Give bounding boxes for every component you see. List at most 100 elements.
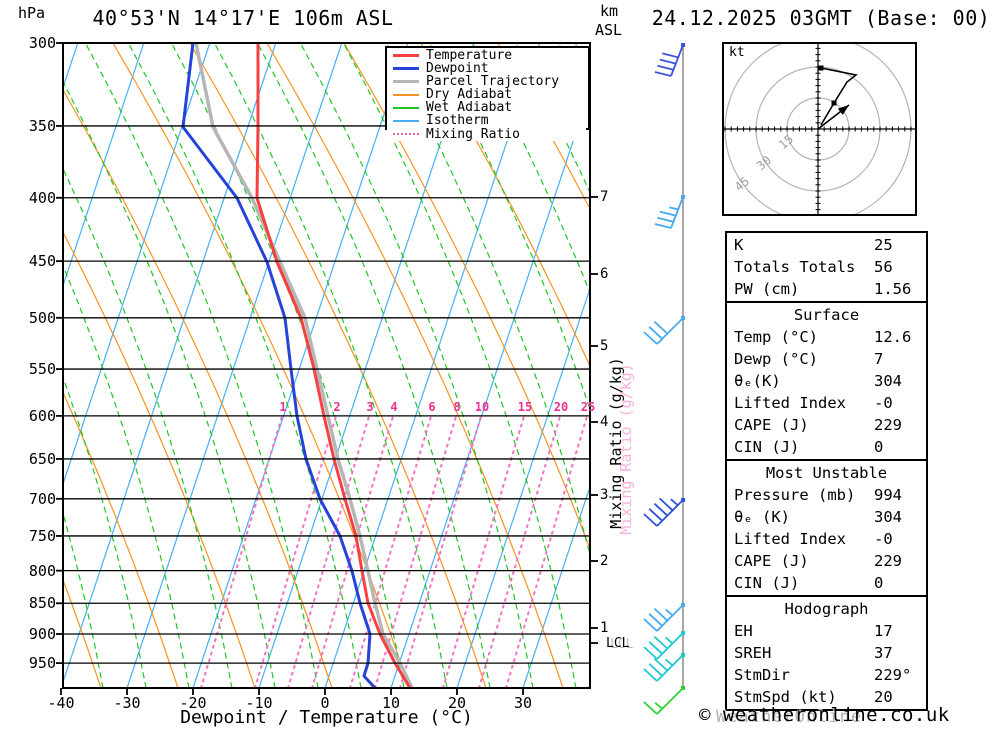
legend-swatch — [393, 80, 419, 83]
mixing-ratio-value-label: 2 — [333, 400, 341, 414]
wind-barb — [643, 604, 684, 632]
table-row: Temp (°C) 12.6 — [734, 328, 912, 346]
table-row: θₑ (K) 304 — [734, 508, 902, 526]
wind-barb-column — [643, 43, 685, 715]
km-tick-label: 4 — [600, 414, 609, 430]
copyright-text: © weatheronline.co.uk — [699, 704, 950, 726]
mixing-ratio-value-label: 6 — [428, 400, 436, 414]
wind-level-dot — [681, 316, 685, 320]
table-row: Lifted Index -0 — [734, 530, 893, 548]
temperature-tick-label: -30 — [113, 694, 141, 712]
legend-swatch — [393, 106, 419, 109]
wind-barb — [654, 196, 684, 229]
pressure-tick-label: 500 — [28, 308, 56, 327]
wind-barb — [643, 632, 684, 660]
hodograph-border — [722, 42, 917, 216]
km-tick-label: 1 — [600, 620, 609, 636]
pressure-tick-label: 650 — [28, 449, 56, 468]
temperature-tick-label: 30 — [513, 694, 533, 712]
indices-section-surface: Surface Temp (°C) 12.6 Dewp (°C) 7 θₑ(K) 30… — [727, 301, 926, 459]
wind-level-dot — [681, 603, 685, 607]
wind-barb — [643, 317, 684, 345]
lcl-label: LCL — [606, 636, 630, 651]
hodograph-trace-marker — [831, 100, 837, 106]
wind-barb — [643, 497, 684, 527]
table-row: CAPE (J) 229 — [734, 552, 902, 570]
temperature-tick-label: 20 — [447, 694, 467, 712]
table-row: StmSpd (kt) 20 — [734, 688, 893, 706]
table-row: PW (cm) 1.56 — [734, 280, 912, 298]
km-axis-unit: km — [600, 2, 619, 20]
legend-item-label: Parcel Trajectory — [426, 74, 560, 89]
pressure-tick-label: 850 — [28, 594, 56, 613]
legend-item-wet-adiabat: Wet Adiabat — [387, 101, 588, 114]
pressure-tick-label: 900 — [28, 625, 56, 644]
pressure-tick-label: 950 — [28, 654, 56, 673]
legend-item-label: Dewpoint — [426, 61, 489, 76]
table-row: Totals Totals 56 — [734, 258, 893, 276]
mixing-ratio-value-label: 15 — [517, 400, 533, 414]
legend-item-isotherm: Isotherm — [387, 114, 588, 127]
legend-item-dewpoint: Dewpoint — [387, 62, 588, 75]
legend-swatch — [393, 93, 419, 96]
storm-motion-arrowhead — [837, 105, 849, 115]
parcel-trajectory-curve — [194, 43, 414, 688]
temperature-tick-label: 10 — [381, 694, 401, 712]
km-tick-label: 6 — [600, 266, 609, 282]
wind-barb — [643, 654, 684, 682]
pressure-tick-label: 300 — [28, 34, 56, 52]
page-title: 40°53'N 14°17'E 106m ASL — [92, 6, 394, 30]
hodograph-trace-marker — [818, 65, 824, 71]
table-row: Pressure (mb) 994 — [734, 486, 902, 504]
mixing-ratio-value-label: 25 — [580, 400, 596, 414]
table-row: K 25 — [734, 236, 893, 254]
legend-overflow-row: Mixing Ratio — [387, 127, 586, 141]
legend-item-label: Mixing Ratio — [426, 126, 520, 142]
mixing-ratio-value-label: 1 — [279, 400, 287, 414]
plot-border — [62, 42, 591, 689]
mixing-ratio-value-label: 20 — [553, 400, 569, 414]
temperature-tick-label: -20 — [179, 694, 207, 712]
temperature-tick-label: 0 — [320, 694, 330, 712]
mixing-ratio-value-label: 10 — [474, 400, 490, 414]
mixing-ratio-value-label: 4 — [390, 400, 398, 414]
hodograph — [722, 42, 917, 216]
indices-table: K 25 Totals Totals 56 PW (cm) 1.56 Surface … — [725, 231, 928, 711]
hodograph-unit-label: kt — [729, 45, 745, 60]
hodograph-trace — [820, 67, 858, 126]
legend-item-label: Isotherm — [426, 113, 489, 128]
asl-axis-unit: ASL — [595, 21, 623, 39]
wind-level-dot — [681, 653, 685, 657]
pressure-tick-label: 600 — [28, 406, 56, 425]
legend-item-mixing-ratio: Mixing Ratio — [387, 128, 586, 141]
table-row: θₑ(K) 304 — [734, 372, 902, 390]
legend-swatch — [393, 67, 419, 70]
km-tick-label: 7 — [600, 189, 609, 205]
mixing-ratio-value-label: 3 — [366, 400, 374, 414]
km-tick-label: 2 — [600, 553, 609, 569]
km-tick-label: 5 — [600, 338, 609, 354]
table-row: StmDir 229° — [734, 666, 912, 684]
temperature-tick-label: -40 — [47, 694, 75, 712]
table-row: Dewp (°C) 7 — [734, 350, 884, 368]
watermark-text: WeatherOnline — [716, 707, 863, 727]
pressure-tick-label: 700 — [28, 489, 56, 508]
table-row: CAPE (J) 229 — [734, 416, 902, 434]
legend-item-label: Temperature — [426, 48, 513, 63]
wind-level-dot — [681, 195, 685, 199]
indices-section-general: K 25 Totals Totals 56 PW (cm) 1.56 — [727, 233, 926, 301]
table-row: SREH 37 — [734, 644, 893, 662]
wind-barb — [654, 44, 684, 77]
wind-level-dot — [681, 43, 685, 47]
indices-section-hodograph: Hodograph EH 17 SREH 37 StmDir 229° StmSpd … — [727, 595, 926, 709]
dewpoint-curve — [181, 43, 377, 688]
axis-ticks — [56, 42, 598, 695]
wind-barb — [643, 687, 684, 715]
table-row: Lifted Index -0 — [734, 394, 893, 412]
legend-swatch — [393, 119, 419, 122]
datetime-title: 24.12.2025 03GMT (Base: 00) — [651, 6, 991, 30]
section-title: Most Unstable — [765, 464, 888, 482]
dry-adiabat-lines — [63, 43, 590, 688]
legend-item-dry-adiabat: Dry Adiabat — [387, 88, 588, 101]
